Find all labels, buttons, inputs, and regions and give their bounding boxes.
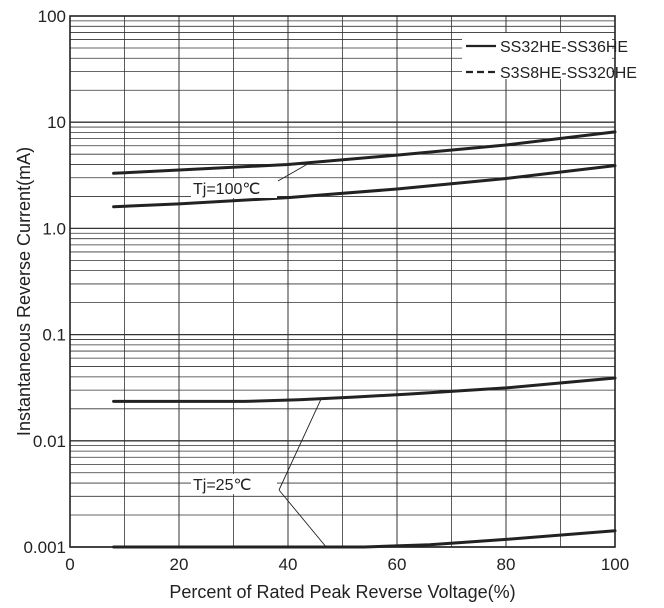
grid — [70, 16, 615, 548]
series-line-tj100-upper — [112, 130, 617, 175]
annotation-label-background — [191, 178, 277, 198]
annotation-label: Tj=25℃ — [193, 477, 251, 494]
y-axis-ticks: 0.001 0.01 0.1 1.0 10 100 — [23, 7, 66, 557]
series-layer — [112, 130, 617, 549]
legend-background — [462, 33, 612, 79]
annotation-leader-line — [278, 399, 322, 491]
x-tick-label: 40 — [279, 555, 298, 574]
y-tick-label: 0.1 — [42, 326, 66, 345]
y-tick-label: 0.01 — [33, 432, 66, 451]
x-tick-label: 100 — [601, 555, 629, 574]
x-tick-label: 60 — [388, 555, 407, 574]
legend-entry-1: S3S8HE-SS320HE — [500, 65, 637, 82]
y-tick-label: 1.0 — [42, 219, 66, 238]
x-axis-ticks: 0 20 40 60 80 100 — [65, 555, 629, 574]
y-tick-label: 0.001 — [23, 538, 66, 557]
annotation-layer: Tj=100℃ Tj=25℃ — [191, 162, 327, 548]
x-axis-title: Percent of Rated Peak Reverse Voltage(%) — [169, 582, 515, 602]
annotation-leader-line — [277, 162, 311, 182]
annotation-label: Tj=100℃ — [193, 181, 260, 198]
y-tick-label: 10 — [47, 113, 66, 132]
y-axis-title: Instantaneous Reverse Current(mA) — [14, 147, 34, 436]
annotation-leader-line — [278, 489, 327, 548]
series-line-tj25-lower — [112, 529, 617, 549]
legend-entry-0: SS32HE-SS36HE — [500, 39, 628, 56]
series-line-tj100-lower — [112, 164, 617, 209]
x-tick-label: 0 — [65, 555, 74, 574]
annotation-label-background — [191, 474, 277, 494]
legend: SS32HE-SS36HE S3S8HE-SS320HE — [462, 33, 637, 82]
series-line-tj25-upper — [112, 376, 617, 403]
x-tick-label: 80 — [497, 555, 516, 574]
x-tick-label: 20 — [170, 555, 189, 574]
y-tick-label: 100 — [38, 7, 66, 26]
